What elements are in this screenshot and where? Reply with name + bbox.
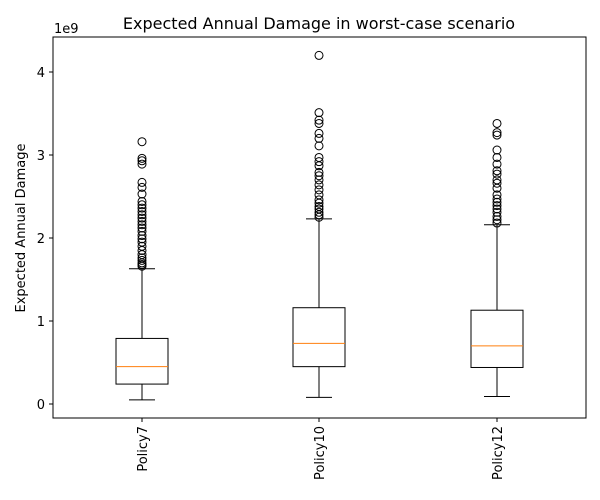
outlier-point bbox=[492, 159, 502, 169]
chart-title: Expected Annual Damage in worst-case sce… bbox=[123, 14, 515, 33]
outlier-point bbox=[137, 237, 147, 247]
outlier-point bbox=[492, 197, 502, 207]
outlier-point bbox=[137, 137, 147, 147]
outlier-point bbox=[492, 175, 502, 185]
outlier-point bbox=[137, 203, 147, 213]
outlier-point bbox=[492, 211, 502, 221]
plot-area: 0 1 2 3 4 Policy7 Policy10 Policy12 bbox=[37, 50, 524, 480]
outlier-point bbox=[137, 206, 147, 216]
outlier-point bbox=[492, 145, 502, 155]
outlier-point bbox=[137, 226, 147, 236]
box-group-policy12 bbox=[470, 118, 524, 398]
outlier-point bbox=[314, 115, 324, 125]
outlier-point bbox=[137, 255, 147, 265]
outlier-point bbox=[314, 201, 324, 211]
box-group-policy7 bbox=[115, 137, 169, 401]
outlier-point bbox=[137, 153, 147, 163]
outlier-point bbox=[492, 128, 502, 138]
outlier-point bbox=[137, 189, 147, 199]
outlier-point bbox=[314, 152, 324, 162]
outlier-point bbox=[314, 207, 324, 217]
box-group-policy10 bbox=[292, 50, 346, 398]
outlier-point bbox=[492, 190, 502, 200]
outlier-point bbox=[137, 231, 147, 241]
outlier-point bbox=[137, 253, 147, 263]
outlier-point bbox=[492, 130, 502, 140]
outlier-point bbox=[137, 156, 147, 166]
outlier-point bbox=[314, 50, 324, 60]
outlier-point bbox=[137, 241, 147, 251]
outlier-point bbox=[492, 152, 502, 162]
outlier-point bbox=[137, 182, 147, 192]
outlier-point bbox=[314, 180, 324, 190]
outlier-point bbox=[314, 171, 324, 181]
y-tick-label: 1 bbox=[37, 315, 45, 330]
outlier-point bbox=[314, 128, 324, 138]
outlier-point bbox=[137, 220, 147, 230]
outlier-point bbox=[137, 213, 147, 223]
outlier-point bbox=[492, 118, 502, 128]
outlier-point bbox=[492, 169, 502, 179]
outlier-point bbox=[314, 195, 324, 205]
axes-frame bbox=[52, 36, 587, 419]
outlier-point bbox=[314, 141, 324, 151]
y-tick-label: 2 bbox=[37, 232, 45, 247]
outlier-point bbox=[492, 207, 502, 217]
outlier-point bbox=[492, 204, 502, 214]
y-tick-label: 0 bbox=[37, 398, 45, 413]
outlier-point bbox=[492, 215, 502, 225]
y-tick-label: 4 bbox=[37, 66, 45, 81]
outlier-point bbox=[314, 185, 324, 195]
outlier-point bbox=[314, 133, 324, 143]
y-offset-label: 1e9 bbox=[54, 22, 79, 37]
outlier-point bbox=[314, 175, 324, 185]
outlier-point bbox=[314, 204, 324, 214]
outlier-point bbox=[314, 167, 324, 177]
outlier-point bbox=[314, 118, 324, 128]
outlier-point bbox=[137, 234, 147, 244]
x-tick-label: Policy12 bbox=[491, 426, 506, 480]
box-iqr bbox=[470, 309, 524, 368]
outlier-point bbox=[137, 223, 147, 233]
outlier-point bbox=[137, 210, 147, 220]
outlier-point bbox=[137, 200, 147, 210]
box-iqr bbox=[292, 307, 346, 368]
x-tick-label: Policy7 bbox=[136, 426, 151, 472]
outlier-point bbox=[492, 218, 502, 228]
box-iqr bbox=[115, 337, 169, 385]
outlier-point bbox=[314, 190, 324, 200]
outlier-point bbox=[492, 178, 502, 188]
x-tick-label: Policy10 bbox=[313, 426, 328, 480]
outlier-point bbox=[492, 201, 502, 211]
outlier-point bbox=[137, 196, 147, 206]
outlier-point bbox=[492, 166, 502, 176]
outlier-point bbox=[314, 157, 324, 167]
outlier-point bbox=[314, 108, 324, 118]
y-axis-label: Expected Annual Damage bbox=[14, 144, 29, 313]
outlier-point bbox=[492, 194, 502, 204]
outlier-point bbox=[137, 216, 147, 226]
outlier-point bbox=[137, 159, 147, 169]
y-tick-label: 3 bbox=[37, 149, 45, 164]
outlier-point bbox=[137, 177, 147, 187]
